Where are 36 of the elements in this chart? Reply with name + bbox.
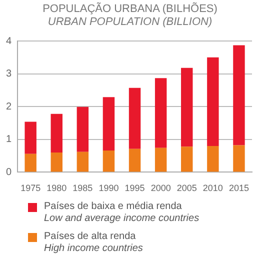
x-tick-label: 2010 [202,183,223,194]
x-tick-label: 1995 [124,183,145,194]
bar [154,78,167,148]
bar [233,45,245,146]
bar [207,146,219,172]
y-tick-label: 0 [6,166,12,178]
x-tick-label: 1980 [46,183,67,194]
bar [102,150,115,172]
bar [154,148,167,172]
bar [128,148,141,172]
bar [102,97,115,151]
y-tick-label: 4 [6,36,12,47]
x-tick-label: 1985 [72,183,93,194]
bar [207,57,219,146]
bar [181,146,193,172]
bar [50,152,62,172]
y-tick-label: 3 [6,68,12,80]
x-tick-label: 2000 [150,183,171,194]
x-tick-label: 2015 [228,183,249,194]
x-tick-label: 2005 [176,183,197,194]
bar [76,152,89,172]
bar [76,106,89,152]
bar [233,145,245,172]
y-tick-label: 2 [6,101,12,112]
legend-label: Países de alta renda High income countries [44,231,143,255]
x-tick-label: 1990 [98,183,119,194]
legend-label: Países de baixa e média renda Low and average income countries [44,201,200,225]
bar [181,68,193,147]
bar [50,114,62,153]
chart-subtitle: URBAN POPULATION (BILLION) [46,16,214,29]
bar [24,154,36,172]
y-tick-label: 1 [6,134,12,146]
bar [24,122,36,154]
chart-title: POPULAÇÃO URBANA (BILHÕES) [42,3,218,16]
bar [128,88,141,149]
x-tick-label: 1975 [20,183,41,194]
